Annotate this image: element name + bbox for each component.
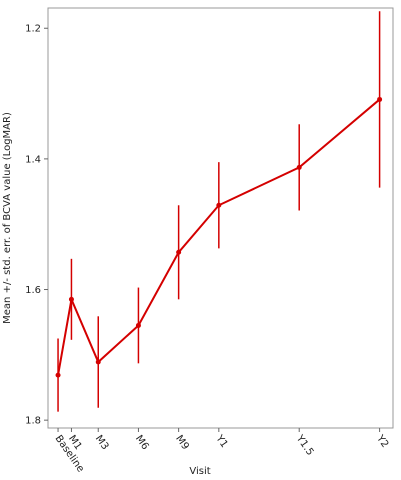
x-axis-label: Visit xyxy=(189,466,210,477)
point xyxy=(176,249,182,255)
y-tick-label: 1.6 xyxy=(25,285,41,296)
y-tick-label: 1.2 xyxy=(25,24,41,35)
y-tick-label: 1.8 xyxy=(25,416,41,427)
point xyxy=(296,164,302,170)
plot-frame xyxy=(47,7,394,429)
point xyxy=(135,322,141,328)
x-tick-label: Y2 xyxy=(374,433,391,450)
point xyxy=(68,296,74,302)
point xyxy=(377,96,383,102)
x-tick-label: M3 xyxy=(93,433,111,452)
point xyxy=(95,359,101,365)
x-tick-label: Y1.5 xyxy=(293,433,315,458)
line xyxy=(57,98,381,376)
x-tick-label: M9 xyxy=(173,433,191,452)
x-tick-label: Y1 xyxy=(213,433,230,450)
point xyxy=(55,372,61,378)
y-axis-label: Mean +/- std. err. of BCVA value (LogMAR… xyxy=(2,112,13,324)
x-tick-label: M6 xyxy=(133,433,151,452)
point xyxy=(216,202,222,208)
y-tick-label: 1.4 xyxy=(25,154,41,165)
